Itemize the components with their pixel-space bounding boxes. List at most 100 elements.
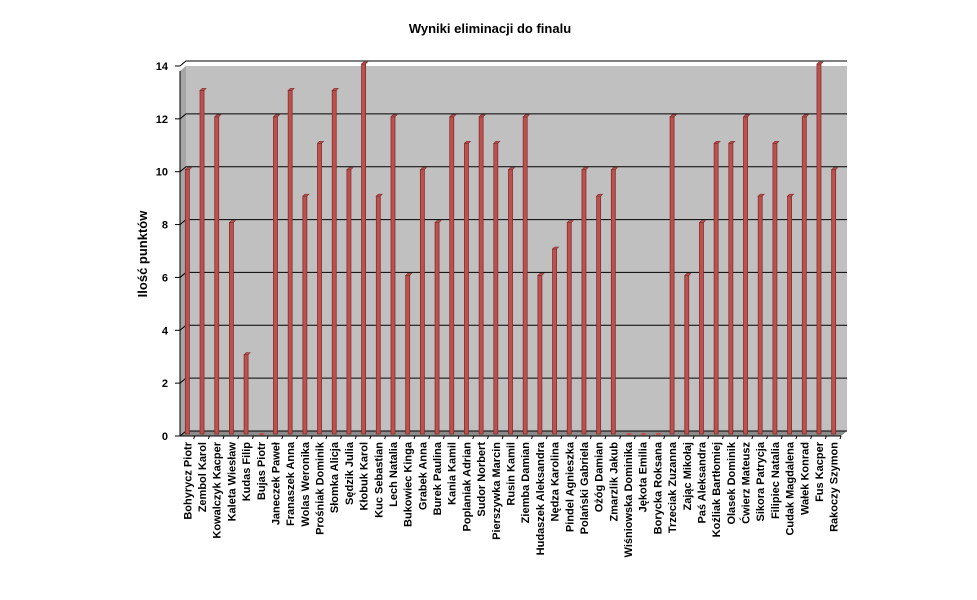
category-label: Burek Paulina — [432, 441, 444, 515]
bar-top — [213, 114, 222, 118]
category-label: Prośniak Dominik — [315, 441, 327, 535]
bar-top — [772, 140, 780, 144]
category-label: Wiśniowska Dominika — [623, 441, 635, 557]
x-tick-mark — [296, 435, 298, 440]
x-tick-mark — [207, 435, 210, 440]
x-tick-mark — [266, 435, 269, 440]
x-tick-mark — [340, 435, 343, 440]
x-tick-mark — [237, 435, 240, 440]
gridline — [179, 113, 847, 120]
category-label: Sudor Norbert — [476, 442, 488, 517]
category-label: Ćwierz Mateusz — [740, 442, 753, 524]
y-tick-label: 4 — [162, 325, 169, 337]
x-tick-mark — [810, 435, 813, 440]
bar-top — [551, 246, 560, 250]
x-tick-mark — [193, 435, 196, 440]
x-tick-mark — [310, 435, 313, 440]
category-label: Rakoczy Szymon — [829, 442, 841, 532]
bar — [831, 169, 837, 435]
bar — [434, 222, 440, 435]
x-tick-mark — [413, 435, 416, 440]
x-tick-mark — [633, 435, 636, 440]
bar-top — [463, 140, 472, 144]
gridline — [179, 166, 847, 173]
bar-top — [669, 114, 677, 118]
category-label: Borycka Roksana — [652, 441, 664, 534]
x-tick-mark — [795, 435, 798, 440]
bar — [229, 222, 234, 435]
x-tick-mark — [780, 435, 783, 440]
x-tick-mark — [545, 435, 548, 440]
category-label: Sędzik Julia — [344, 441, 356, 505]
category-label: Sikora Patrycja — [755, 441, 767, 521]
x-tick-mark — [369, 435, 372, 440]
category-label: Słomka Alicja — [329, 441, 341, 513]
category-label: Pierszywka Marcin — [491, 442, 503, 540]
category-label: Bukowiec Kinga — [403, 441, 415, 527]
bar — [273, 116, 278, 435]
bar — [787, 195, 792, 435]
bar — [772, 142, 778, 435]
category-label: Franaszek Anna — [285, 441, 297, 526]
bar — [537, 275, 543, 435]
category-label: Trzeciak Zuzanna — [667, 441, 679, 533]
x-tick-mark — [839, 435, 842, 440]
x-tick-mark — [398, 435, 401, 440]
bar-top — [272, 114, 281, 118]
category-label: Poplaniak Adrian — [461, 442, 473, 532]
bar — [816, 63, 822, 435]
x-tick-mark — [354, 435, 357, 440]
y-tick-label: 10 — [156, 167, 168, 179]
x-tick-mark — [751, 435, 754, 440]
x-tick-mark — [663, 435, 666, 440]
bar — [346, 169, 352, 435]
y-tick-label: 14 — [156, 61, 169, 73]
bar — [581, 169, 587, 435]
bar — [449, 116, 455, 435]
bar — [478, 116, 484, 435]
bar-top — [757, 193, 765, 197]
x-tick-mark — [604, 435, 607, 440]
x-tick-mark — [442, 435, 445, 440]
x-tick-mark — [384, 435, 387, 440]
bar — [287, 90, 293, 435]
x-tick-mark — [766, 435, 769, 440]
bar-top — [816, 61, 824, 65]
x-tick-mark — [560, 435, 563, 440]
bar — [596, 195, 602, 435]
bar — [243, 354, 249, 435]
y-tick-label: 0 — [162, 431, 168, 443]
x-tick-mark — [251, 435, 254, 440]
x-tick-mark — [589, 435, 592, 440]
bar — [390, 116, 396, 435]
bar-top — [595, 193, 604, 197]
bar — [464, 142, 469, 435]
category-label: Zembol Karol — [197, 442, 209, 512]
bar — [641, 432, 647, 436]
category-label: Bujas Piotr — [256, 441, 268, 500]
bar — [493, 142, 499, 435]
bar — [610, 169, 616, 435]
bar-top — [404, 273, 413, 276]
bar-top — [375, 193, 384, 197]
bar-top — [610, 167, 619, 171]
category-label: Kłobuk Karol — [359, 442, 371, 510]
x-tick-mark — [619, 435, 622, 440]
bar — [419, 169, 425, 435]
bar — [713, 142, 719, 435]
bar-top — [331, 88, 339, 91]
bar-top — [346, 167, 354, 171]
bar-top — [801, 114, 810, 118]
bar — [801, 116, 807, 435]
category-label: Zając Mikołaj — [682, 442, 694, 510]
bar-top — [786, 193, 795, 197]
x-tick-mark — [486, 435, 489, 440]
bar-top — [287, 88, 295, 91]
category-label: Kuc Sebastian — [373, 442, 385, 518]
bar-top — [493, 140, 501, 144]
bar-top — [684, 273, 692, 276]
y-tick-label: 6 — [162, 272, 168, 284]
bar — [669, 116, 675, 435]
bar-top — [228, 220, 237, 223]
